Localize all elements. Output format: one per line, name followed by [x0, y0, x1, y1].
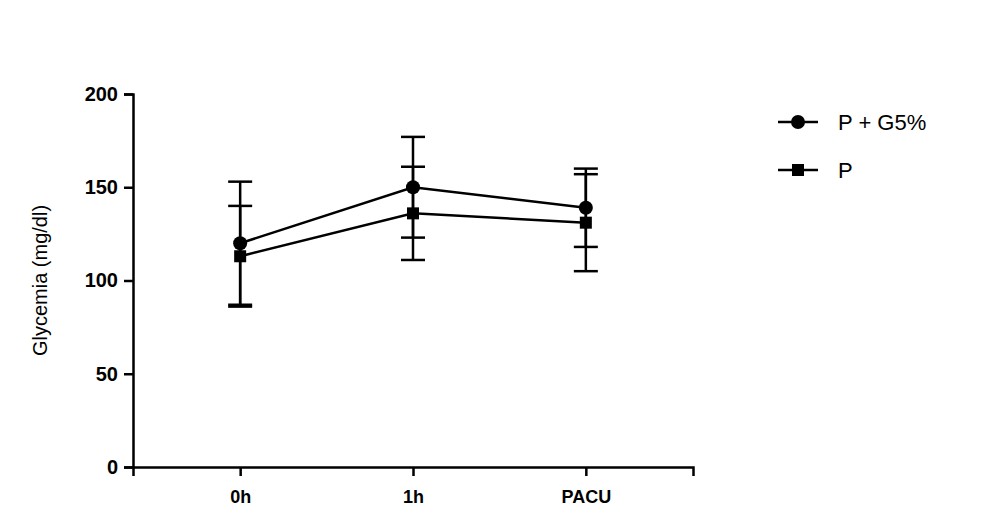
x-tick-label: 1h — [403, 487, 424, 507]
error-bar-cap — [574, 167, 598, 170]
y-tick: 150 — [85, 176, 133, 198]
y-tick: 0 — [107, 456, 133, 478]
x-tick-label: 0h — [230, 487, 251, 507]
series — [228, 167, 598, 307]
series-line — [240, 213, 586, 256]
y-tick-mark — [124, 187, 133, 190]
y-tick-label: 0 — [107, 456, 118, 478]
chart: 0 50 100 150 200 0h 1h PACU Glycemia (mg/dl) P + … — [0, 0, 986, 524]
error-bar-cap — [228, 180, 252, 183]
legend: P + G5% P — [778, 110, 926, 183]
y-tick-mark — [124, 93, 133, 96]
y-tick: 100 — [85, 269, 133, 291]
x-axis: 0h 1h PACU — [134, 467, 694, 507]
x-tick: PACU — [562, 467, 612, 507]
error-bar-cap — [228, 205, 252, 208]
plot-area — [228, 137, 598, 307]
y-tick-mark — [124, 373, 133, 376]
x-tick-mark — [585, 467, 588, 476]
y-tick-mark — [124, 280, 133, 283]
y-tick-mark — [124, 466, 133, 469]
legend-entry: P + G5% — [778, 110, 926, 135]
data-point — [234, 250, 246, 262]
x-tick-mark — [239, 467, 242, 476]
x-tick: 0h — [230, 467, 251, 507]
error-bar — [228, 206, 252, 307]
x-tick-label: PACU — [562, 487, 612, 507]
y-tick: 200 — [85, 83, 133, 105]
error-bar-cap — [401, 136, 425, 139]
data-point — [407, 207, 419, 219]
data-point — [580, 217, 592, 229]
y-axis-title: Glycemia (mg/dl) — [29, 205, 51, 356]
legend-label: P — [838, 158, 853, 183]
y-tick-label: 150 — [85, 176, 118, 198]
error-bar-cap — [401, 259, 425, 262]
y-tick-label: 200 — [85, 83, 118, 105]
x-tick: 1h — [403, 467, 424, 507]
legend-marker — [792, 164, 804, 176]
y-axis: 0 50 100 150 200 — [85, 83, 134, 478]
legend-marker — [791, 115, 805, 129]
legend-entry: P — [778, 158, 853, 183]
legend-label: P + G5% — [838, 110, 926, 135]
error-bar-cap — [574, 173, 598, 176]
error-bar-cap — [574, 270, 598, 273]
x-tick-mark — [412, 467, 415, 476]
y-tick-label: 50 — [96, 363, 118, 385]
y-tick: 50 — [96, 363, 133, 385]
error-bar-cap — [401, 165, 425, 168]
x-axis-line — [134, 468, 694, 477]
y-axis-line — [124, 95, 134, 468]
series — [228, 137, 598, 305]
y-tick-label: 100 — [85, 269, 118, 291]
error-bar-cap — [228, 305, 252, 308]
